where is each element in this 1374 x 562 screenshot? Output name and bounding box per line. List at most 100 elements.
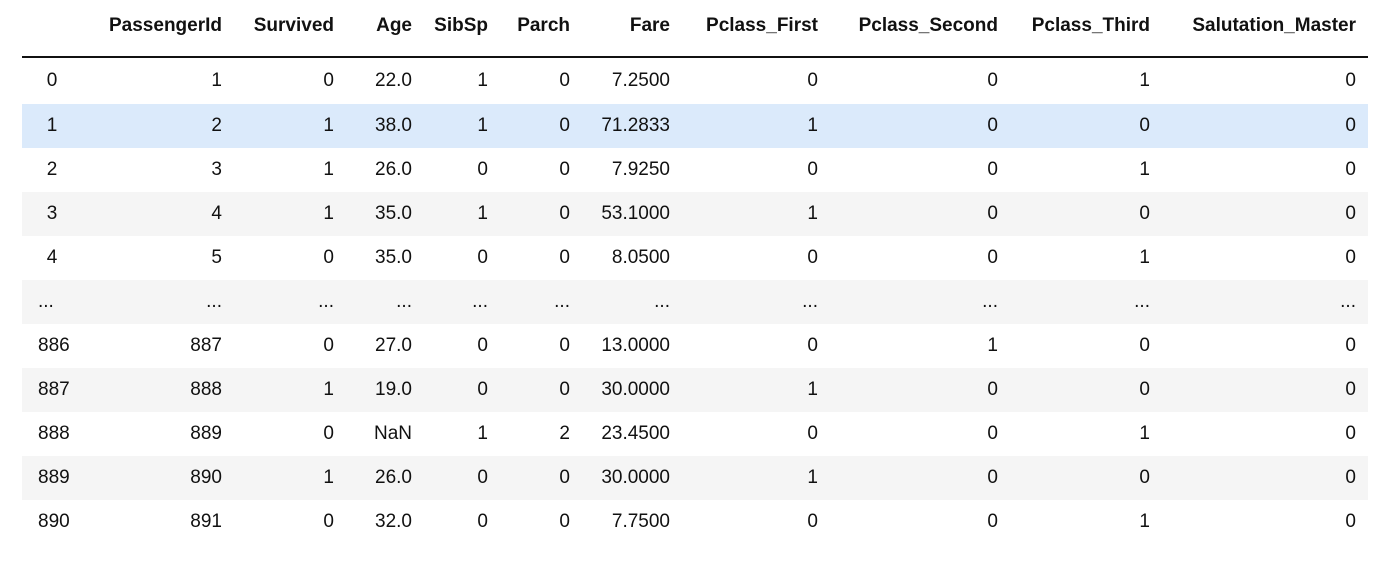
table-cell: 0 — [559, 511, 570, 532]
table-cell: 0 — [477, 511, 488, 532]
table-cell: 0 — [807, 70, 818, 91]
table-cell: 0 — [987, 423, 998, 444]
table-cell: ... — [318, 291, 334, 312]
table-header: PassengerId Survived Age SibSp Parch Fare Pcla… — [22, 6, 1368, 58]
row-index-label: 0 — [46, 70, 58, 91]
table-cell: 1 — [807, 115, 818, 136]
row-index-label: 890 — [38, 511, 70, 532]
table-row: 0 1 0 22.0 1 0 7.2500 0 0 1 0 — [22, 57, 1368, 104]
table-cell: 1 — [1139, 70, 1150, 91]
row-index-label: 2 — [46, 159, 58, 180]
table-cell: 0 — [559, 115, 570, 136]
table-row: 888 889 0 NaN 1 2 23.4500 0 0 1 0 — [22, 412, 1368, 456]
table-cell: 13.0000 — [601, 335, 670, 356]
table-cell: 0 — [477, 379, 488, 400]
table-cell: 0 — [987, 203, 998, 224]
table-cell: 0 — [559, 70, 570, 91]
table-cell: 0 — [987, 70, 998, 91]
table-row: 4 5 0 35.0 0 0 8.0500 0 0 1 0 — [22, 236, 1368, 280]
column-header: Fare — [582, 6, 682, 58]
column-header: Pclass_Second — [830, 6, 1010, 58]
table-cell: 0 — [477, 247, 488, 268]
table-row: 3 4 1 35.0 1 0 53.1000 1 0 0 0 — [22, 192, 1368, 236]
table-cell: 887 — [190, 335, 222, 356]
table-cell: 2 — [559, 423, 570, 444]
table-cell: 0 — [323, 247, 334, 268]
table-cell: 0 — [323, 511, 334, 532]
table-body: 0 1 0 22.0 1 0 7.2500 0 0 1 0 1 2 1 38.0 1 0 71.2833 1 0 0 0 2… — [22, 57, 1368, 544]
table-cell: 0 — [1345, 159, 1356, 180]
table-cell: 0 — [1139, 203, 1150, 224]
table-cell: 888 — [190, 379, 222, 400]
table-cell: 7.2500 — [611, 70, 670, 91]
table-cell: 0 — [1345, 379, 1356, 400]
table-cell: 19.0 — [375, 379, 412, 400]
row-index-label: 4 — [46, 247, 58, 268]
table-cell: 0 — [323, 70, 334, 91]
table-cell: 1 — [1139, 247, 1150, 268]
table-cell: 890 — [190, 467, 222, 488]
table-cell: 7.9250 — [611, 159, 670, 180]
table-row: 889 890 1 26.0 0 0 30.0000 1 0 0 0 — [22, 456, 1368, 500]
table-cell: 1 — [1139, 511, 1150, 532]
column-header: SibSp — [424, 6, 500, 58]
table-cell: 53.1000 — [601, 203, 670, 224]
row-index-label: 889 — [38, 467, 70, 488]
table-cell: 0 — [807, 335, 818, 356]
table-row: 1 2 1 38.0 1 0 71.2833 1 0 0 0 — [22, 104, 1368, 148]
row-index-label: 888 — [38, 423, 70, 444]
table-cell: 0 — [559, 247, 570, 268]
table-cell: 1 — [323, 115, 334, 136]
table-cell: 1 — [477, 115, 488, 136]
column-header: Pclass_First — [682, 6, 830, 58]
dataframe-table: PassengerId Survived Age SibSp Parch Fare Pcla… — [22, 6, 1368, 544]
table-cell: 5 — [211, 247, 222, 268]
table-cell: 0 — [559, 203, 570, 224]
table-cell: ... — [1134, 291, 1150, 312]
table-cell: 35.0 — [375, 247, 412, 268]
table-cell: 38.0 — [375, 115, 412, 136]
table-cell: 0 — [987, 379, 998, 400]
row-index: 3 — [22, 192, 82, 236]
table-cell: 0 — [559, 379, 570, 400]
row-index: ... — [22, 280, 82, 324]
table-cell: 1 — [987, 335, 998, 356]
table-cell: 2 — [211, 115, 222, 136]
table-cell: 0 — [1345, 335, 1356, 356]
table-cell: ... — [1340, 291, 1356, 312]
table-cell: 0 — [807, 423, 818, 444]
table-cell: 0 — [1345, 423, 1356, 444]
table-cell: 1 — [323, 379, 334, 400]
table-cell: 0 — [323, 335, 334, 356]
table-cell: 23.4500 — [601, 423, 670, 444]
table-cell: 3 — [211, 159, 222, 180]
column-header: Age — [346, 6, 424, 58]
table-cell: ... — [396, 291, 412, 312]
table-cell: 0 — [1139, 379, 1150, 400]
table-cell: 0 — [987, 115, 998, 136]
table-cell: 30.0000 — [601, 379, 670, 400]
index-column-header — [22, 6, 82, 58]
table-cell: 889 — [190, 423, 222, 444]
column-header: Survived — [234, 6, 346, 58]
table-cell: 1 — [477, 203, 488, 224]
header-row: PassengerId Survived Age SibSp Parch Fare Pcla… — [22, 6, 1368, 58]
row-index: 890 — [22, 500, 82, 544]
table-cell: 0 — [477, 335, 488, 356]
table-cell: 1 — [807, 379, 818, 400]
table-cell: 0 — [987, 511, 998, 532]
table-cell: 0 — [323, 423, 334, 444]
table-cell: 8.0500 — [611, 247, 670, 268]
table-cell: 1 — [807, 203, 818, 224]
table-cell: 0 — [1345, 203, 1356, 224]
table-row: 890 891 0 32.0 0 0 7.7500 0 0 1 0 — [22, 500, 1368, 544]
table-cell: 1 — [323, 467, 334, 488]
row-index-label: ... — [38, 291, 54, 312]
table-cell: ... — [206, 291, 222, 312]
row-index-label: 3 — [46, 203, 58, 224]
row-index: 888 — [22, 412, 82, 456]
table-row: 886 887 0 27.0 0 0 13.0000 0 1 0 0 — [22, 324, 1368, 368]
row-index: 4 — [22, 236, 82, 280]
table-cell: 30.0000 — [601, 467, 670, 488]
table-cell: 1 — [323, 159, 334, 180]
